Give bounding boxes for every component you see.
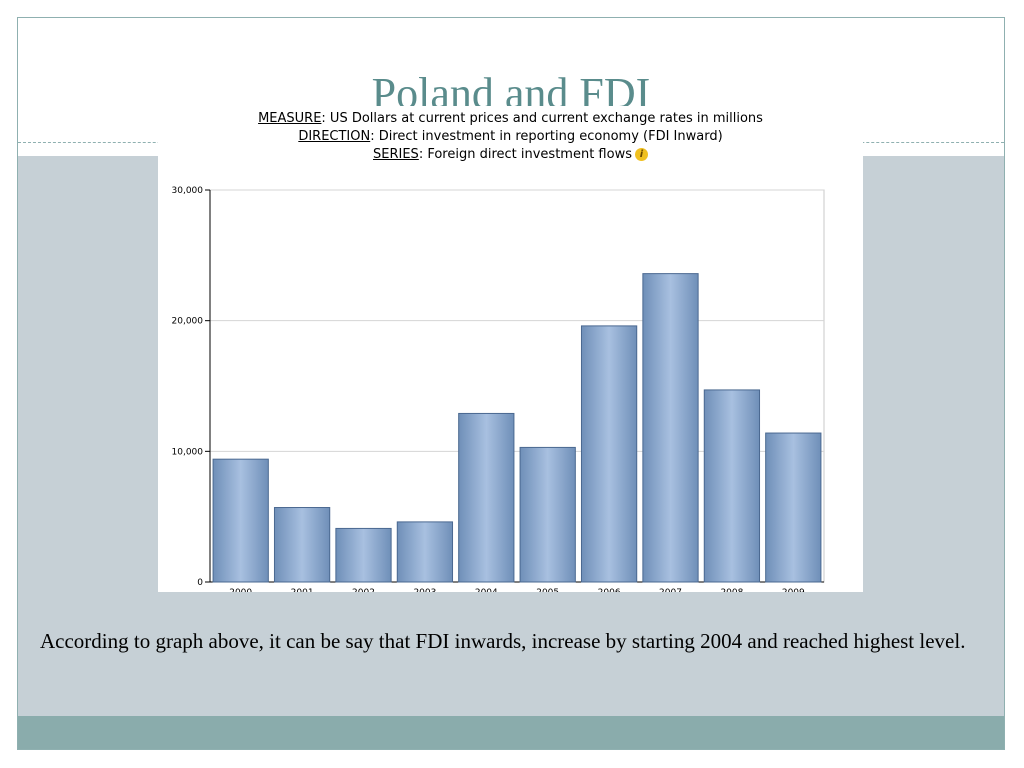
bar-2002	[335, 527, 392, 583]
series-line: SERIES: Foreign direct investment flows i	[158, 146, 863, 164]
bar-2003	[396, 521, 454, 583]
bar-2004	[458, 412, 515, 583]
y-tick-label: 30,000	[172, 186, 204, 196]
x-tick-label-2009: 2009	[782, 588, 805, 592]
x-tick-label-2004: 2004	[475, 588, 498, 592]
x-tick-label-2003: 2003	[413, 588, 436, 592]
measure-line: MEASURE: US Dollars at current prices an…	[158, 110, 863, 128]
x-tick-label-2006: 2006	[598, 588, 621, 592]
chart-card: MEASURE: US Dollars at current prices an…	[158, 106, 863, 592]
series-value: : Foreign direct investment flows	[418, 147, 632, 162]
y-tick-label: 10,000	[172, 447, 204, 457]
x-tick-label-2008: 2008	[720, 588, 743, 592]
bar-2005	[519, 446, 576, 583]
slide-frame: Poland and FDI MEASURE: US Dollars at cu…	[17, 17, 1005, 750]
x-tick-label-2007: 2007	[659, 588, 682, 592]
slide-caption: According to graph above, it can be say …	[40, 629, 966, 653]
bar-2008	[703, 389, 761, 583]
series-key[interactable]: SERIES	[373, 147, 419, 162]
bar-2000	[212, 458, 269, 583]
y-tick-label: 20,000	[172, 317, 204, 327]
chart-header: MEASURE: US Dollars at current prices an…	[158, 110, 863, 164]
x-tick-label-2002: 2002	[352, 588, 375, 592]
bar-2007	[642, 273, 699, 583]
footer-band	[18, 716, 1004, 749]
y-tick-label: 0	[197, 578, 203, 588]
measure-value: : US Dollars at current prices and curre…	[321, 111, 763, 126]
info-icon[interactable]: i	[634, 148, 648, 161]
measure-key[interactable]: MEASURE	[258, 111, 322, 126]
bar-chart: 0 10,000 20,000 30,000 2000 2001 2002 2003 2004 2…	[172, 186, 825, 592]
bar-2009	[765, 432, 822, 583]
direction-line: DIRECTION: Direct investment in reportin…	[158, 128, 863, 146]
x-tick-label-2005: 2005	[536, 588, 559, 592]
x-tick-label-2000: 2000	[229, 588, 252, 592]
direction-value: : Direct investment in reporting economy…	[370, 129, 723, 144]
direction-key[interactable]: DIRECTION	[298, 129, 371, 144]
x-tick-label-2001: 2001	[291, 588, 314, 592]
bar-2006	[580, 325, 638, 583]
bar-2001	[273, 507, 331, 583]
